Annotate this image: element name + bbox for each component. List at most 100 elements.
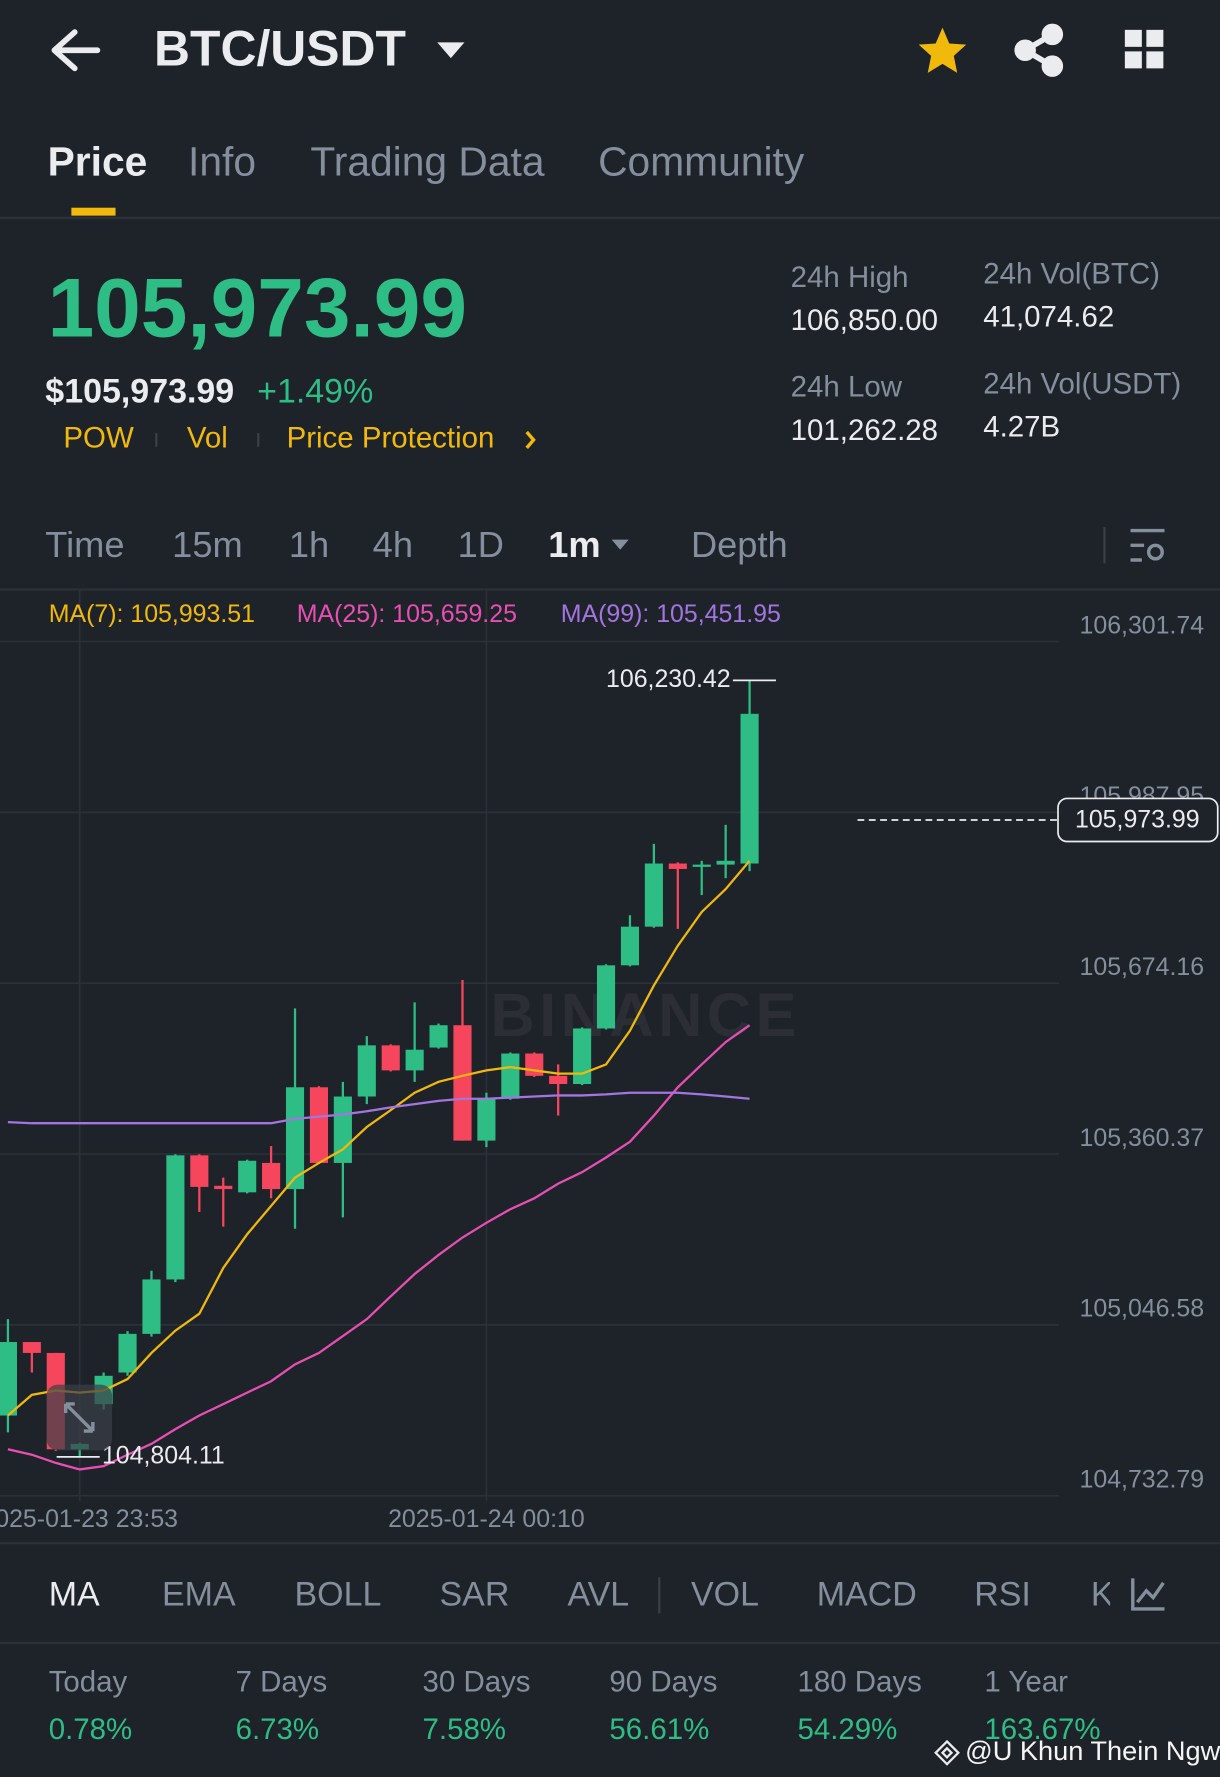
- interval[interactable]: Depth: [691, 524, 788, 565]
- watermark: BINANCE: [491, 981, 801, 1049]
- tab-indicator: [71, 207, 116, 216]
- candle-body: [285, 1087, 305, 1190]
- interval-dropdown[interactable]: [611, 539, 629, 550]
- stat-label: 24h Low: [791, 371, 903, 404]
- tab[interactable]: Trading Data: [310, 138, 544, 184]
- y-tick-label: 105,674.16: [1079, 953, 1204, 981]
- favorite-star[interactable]: [918, 27, 967, 73]
- candle-body: [357, 1045, 376, 1097]
- stat-label: 24h High: [791, 261, 909, 294]
- share-button[interactable]: [1014, 23, 1064, 77]
- period-change: 56.61%: [609, 1713, 709, 1746]
- candle-body: [668, 863, 687, 869]
- candle-body: [238, 1160, 257, 1193]
- usd-price: $105,973.99: [45, 372, 234, 410]
- period-change: 6.73%: [236, 1713, 319, 1746]
- interval[interactable]: 4h: [373, 524, 413, 565]
- x-tick-label: 2025-01-23 23:53: [0, 1505, 178, 1533]
- candle-body: [262, 1162, 281, 1190]
- candle-body: [166, 1155, 185, 1280]
- expand-button[interactable]: [46, 1384, 113, 1451]
- period-change: 54.29%: [797, 1713, 897, 1746]
- candle-body: [620, 926, 640, 966]
- candle-body: [214, 1185, 233, 1190]
- ma-line: [7, 860, 751, 1417]
- credit-watermark: @U Khun Thein Ngwe: [965, 1735, 1220, 1766]
- candle-body: [309, 1087, 329, 1163]
- last-price-tag: [1057, 797, 1219, 843]
- credit-icon: [934, 1739, 960, 1766]
- interval[interactable]: Time: [45, 524, 124, 565]
- chevron: [525, 430, 536, 449]
- tag[interactable]: POW: [63, 422, 134, 455]
- high-label: 106,230.42: [606, 665, 731, 693]
- indicator[interactable]: MA: [49, 1575, 100, 1613]
- candle-body: [405, 1049, 424, 1071]
- interval[interactable]: 1h: [289, 524, 329, 565]
- low-label: 104,804.11: [102, 1441, 225, 1469]
- interval[interactable]: 1m: [548, 524, 600, 565]
- ma-legend: MA(7): 105,993.51: [49, 600, 255, 628]
- candle-body: [381, 1045, 400, 1071]
- x-tick-label: 2025-01-24 00:10: [388, 1505, 585, 1533]
- period-label: 30 Days: [423, 1665, 531, 1698]
- stat-value: 101,262.28: [791, 414, 938, 447]
- candlestick-chart: BINANCE 104,732.79 105,046.58 105,360.37 105…: [0, 589, 1219, 1533]
- stat-value: 4.27B: [983, 410, 1060, 443]
- indicator-settings[interactable]: [1131, 1578, 1165, 1611]
- stat-value: 41,074.62: [983, 300, 1114, 333]
- y-tick-label: 105,360.37: [1079, 1124, 1204, 1152]
- candle-body: [644, 863, 663, 927]
- period-change: 163.67%: [984, 1713, 1100, 1746]
- tab[interactable]: Price: [48, 138, 148, 184]
- y-tick-label: 106,301.74: [1079, 611, 1204, 639]
- interval[interactable]: 15m: [172, 524, 243, 565]
- pair-title[interactable]: BTC/USDT: [154, 21, 406, 77]
- candle-body: [716, 860, 735, 865]
- candle-body: [501, 1053, 520, 1099]
- candle-body: [429, 1025, 448, 1048]
- price-change: +1.49%: [257, 372, 373, 410]
- candle-body: [142, 1279, 161, 1334]
- stat-label: 24h Vol(USDT): [983, 367, 1181, 400]
- candle-body: [0, 1342, 17, 1416]
- ma-line: [7, 1091, 750, 1125]
- candle-body: [596, 965, 616, 1029]
- candle-body: [573, 1028, 592, 1084]
- tab[interactable]: Community: [598, 138, 805, 184]
- last-price-label: 105,973.99: [1075, 806, 1200, 834]
- interval[interactable]: 1D: [458, 524, 504, 565]
- candle-body: [118, 1333, 137, 1373]
- candle-body: [740, 713, 759, 864]
- stat-label: 24h Vol(BTC): [983, 257, 1160, 290]
- tag[interactable]: Vol: [187, 422, 228, 455]
- indicator[interactable]: EMA: [162, 1575, 236, 1613]
- pair-dropdown[interactable]: [437, 42, 465, 59]
- indicator[interactable]: SAR: [440, 1575, 510, 1613]
- indicator[interactable]: VOL: [691, 1575, 759, 1613]
- indicator[interactable]: RSI: [974, 1575, 1031, 1613]
- candle-body: [453, 1025, 472, 1141]
- indicator[interactable]: BOLL: [295, 1575, 382, 1613]
- period-label: 180 Days: [797, 1665, 921, 1698]
- period-label: Today: [49, 1665, 128, 1698]
- ma-line: [7, 1024, 751, 1471]
- ma-legend: MA(25): 105,659.25: [297, 600, 517, 628]
- tab[interactable]: Info: [188, 138, 256, 184]
- last-price: 105,973.99: [48, 260, 467, 354]
- candle-body: [190, 1155, 209, 1187]
- menu-grid[interactable]: [1124, 29, 1164, 69]
- y-tick-label: 104,732.79: [1079, 1466, 1204, 1494]
- indicator[interactable]: AVL: [568, 1575, 630, 1613]
- tag[interactable]: Price Protection: [287, 422, 495, 455]
- period-change: 7.58%: [423, 1713, 506, 1746]
- chart-settings[interactable]: [1130, 528, 1165, 562]
- icon-backdrop: [1110, 1563, 1220, 1632]
- stat-value: 106,850.00: [791, 304, 938, 337]
- indicator[interactable]: MACD: [817, 1575, 917, 1613]
- period-change: 0.78%: [49, 1713, 132, 1746]
- back-button[interactable]: [51, 29, 101, 72]
- ma-legend: MA(99): 105,451.95: [561, 600, 781, 628]
